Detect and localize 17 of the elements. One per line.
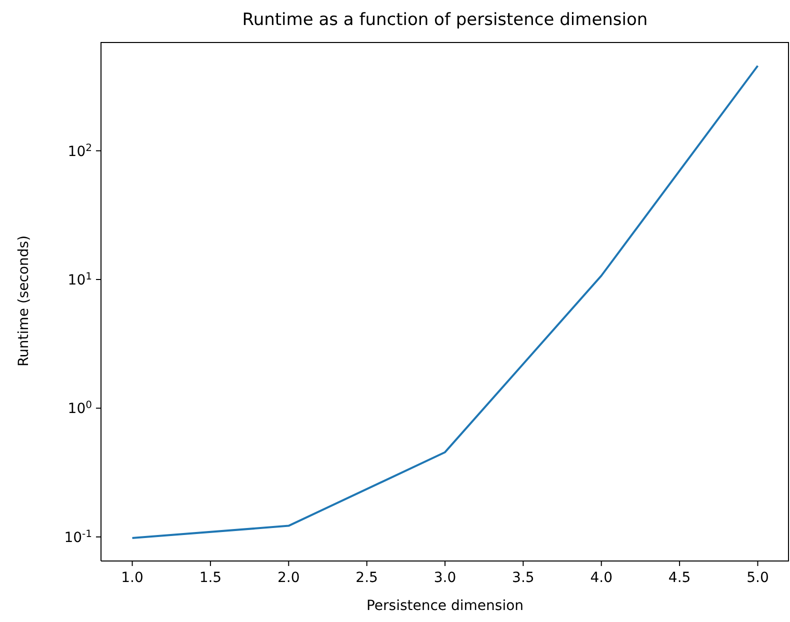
- x-tick-label: 4.5: [668, 570, 691, 586]
- chart-title: Runtime as a function of persistence dimension: [241, 10, 649, 30]
- y-tick-label: 10$^{-1}$: [64, 528, 92, 546]
- x-tick-label: 3.5: [512, 570, 534, 586]
- x-tick-label: 2.5: [356, 570, 378, 586]
- y-axis-title: Runtime (seconds): [16, 235, 32, 367]
- x-axis-title: Persistence dimension: [365, 598, 525, 614]
- y-tick-label: 10$^{0}$: [68, 400, 92, 418]
- y-tick-label: 10$^{1}$: [68, 270, 92, 288]
- line-series: [131, 64, 759, 540]
- x-tick-label: 5.0: [746, 570, 769, 586]
- x-tick-label: 1.5: [199, 570, 222, 586]
- x-tick-label: 3.0: [434, 570, 456, 586]
- x-tick-label: 1.0: [121, 570, 144, 586]
- y-tick-label: 10$^{2}$: [68, 142, 92, 160]
- x-tick-label: 4.0: [590, 570, 612, 586]
- x-tick-label: 2.0: [278, 570, 300, 586]
